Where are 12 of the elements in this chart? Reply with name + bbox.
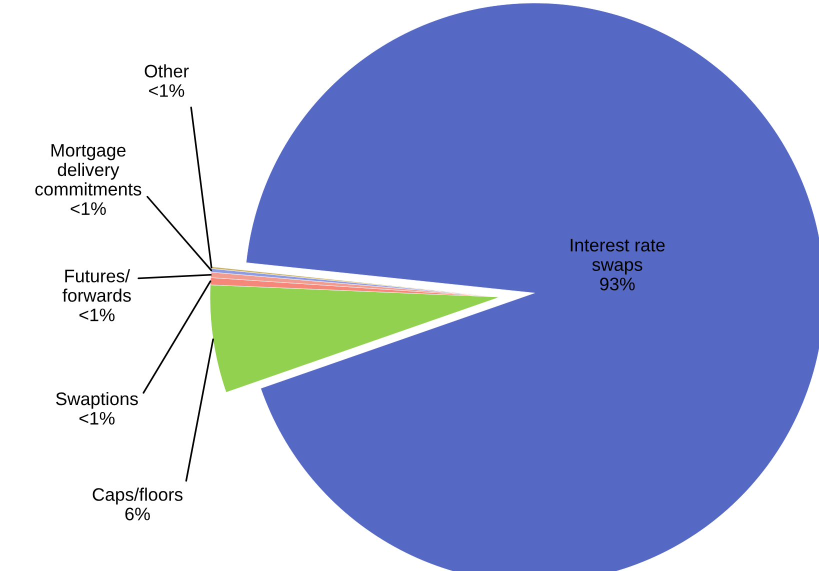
data-label: <1% — [149, 84, 184, 97]
data-label: 6% — [125, 508, 150, 520]
data-label: 93% — [600, 278, 635, 290]
slice-label: Caps/floors — [92, 488, 183, 504]
slice-label: Mortgage delivery commitments — [35, 144, 142, 196]
data-label: <1% — [70, 202, 106, 215]
slice-label: Swaptions — [56, 392, 138, 409]
slice-label: Futures/ forwards — [62, 269, 131, 302]
data-label: <1% — [79, 412, 115, 425]
slice-label: Interest rate swaps — [570, 238, 665, 275]
data-label: <1% — [79, 308, 115, 322]
slice-label: Other — [144, 64, 189, 78]
